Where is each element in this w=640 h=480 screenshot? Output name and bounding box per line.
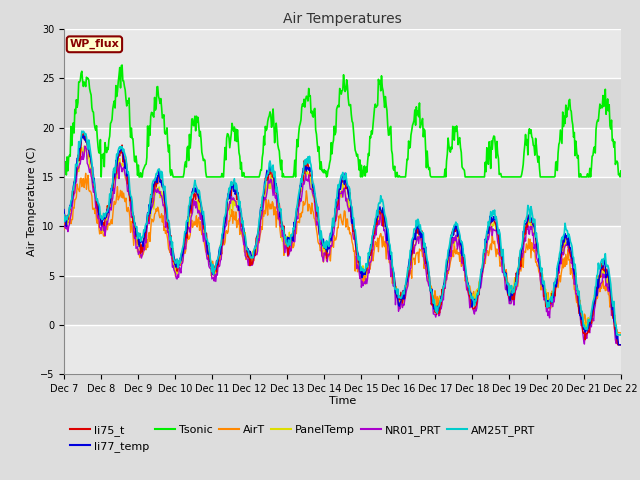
li75_t [70, 179, 78, 185]
Bar [64, 78, 621, 128]
Title: Air Temperatures: Air Temperatures [283, 12, 402, 26]
li75_t [411, 231, 419, 237]
PanelTemp [411, 242, 419, 248]
Line: li75_t: li75_t [64, 134, 621, 345]
Tsonic [428, 174, 436, 180]
Tsonic [215, 174, 223, 180]
AM25T_PRT [185, 203, 193, 209]
AM25T_PRT [78, 128, 86, 134]
Tsonic [129, 136, 137, 142]
li75_t [60, 209, 68, 215]
AirT [70, 205, 78, 211]
li77_temp [428, 290, 435, 296]
X-axis label: Time: Time [329, 396, 356, 406]
PanelTemp [617, 332, 625, 338]
li75_t [185, 214, 193, 220]
Line: PanelTemp: PanelTemp [64, 146, 621, 335]
li77_temp [614, 342, 622, 348]
Line: Tsonic: Tsonic [64, 65, 621, 177]
PanelTemp [70, 185, 78, 191]
NR01_PRT [185, 224, 193, 230]
li77_temp [617, 342, 625, 348]
NR01_PRT [614, 342, 622, 348]
Tsonic [412, 122, 419, 128]
PanelTemp [214, 262, 222, 267]
AM25T_PRT [214, 254, 222, 260]
AM25T_PRT [60, 212, 68, 217]
AM25T_PRT [617, 332, 625, 338]
Tsonic [60, 156, 68, 162]
NR01_PRT [214, 263, 222, 268]
AM25T_PRT [614, 332, 622, 338]
Line: AM25T_PRT: AM25T_PRT [64, 131, 621, 335]
AirT [214, 255, 222, 261]
li75_t [614, 342, 621, 348]
PanelTemp [60, 209, 68, 215]
Tsonic [70, 130, 78, 136]
Line: NR01_PRT: NR01_PRT [64, 146, 621, 345]
Line: AirT: AirT [64, 173, 621, 333]
Bar [64, 276, 621, 325]
AirT [60, 227, 68, 232]
AirT [185, 237, 193, 242]
li77_temp [214, 257, 222, 263]
li77_temp [411, 230, 419, 236]
li75_t [428, 286, 435, 292]
Text: WP_flux: WP_flux [70, 39, 119, 49]
Y-axis label: Air Temperature (C): Air Temperature (C) [27, 147, 37, 256]
Tsonic [617, 168, 625, 174]
li77_temp [80, 132, 88, 138]
AM25T_PRT [128, 199, 136, 204]
li75_t [128, 205, 136, 211]
li75_t [617, 342, 625, 348]
AirT [128, 224, 136, 230]
PanelTemp [80, 143, 88, 149]
li77_temp [60, 207, 68, 213]
AirT [411, 262, 419, 267]
AirT [428, 283, 435, 289]
AirT [82, 170, 90, 176]
Tsonic [186, 132, 193, 137]
li75_t [214, 262, 222, 268]
PanelTemp [428, 294, 435, 300]
NR01_PRT [617, 342, 625, 348]
AM25T_PRT [70, 182, 78, 188]
NR01_PRT [60, 224, 68, 230]
NR01_PRT [411, 242, 419, 248]
NR01_PRT [81, 144, 89, 149]
NR01_PRT [70, 191, 78, 197]
Bar [64, 128, 621, 177]
AM25T_PRT [428, 287, 435, 292]
PanelTemp [185, 222, 193, 228]
Bar [64, 325, 621, 374]
NR01_PRT [428, 301, 435, 307]
PanelTemp [128, 213, 136, 218]
NR01_PRT [128, 211, 136, 217]
Line: li77_temp: li77_temp [64, 135, 621, 345]
Bar [64, 177, 621, 226]
Tsonic [97, 174, 105, 180]
PanelTemp [613, 332, 621, 338]
AirT [617, 330, 625, 336]
li75_t [79, 131, 87, 137]
Legend: li75_t, li77_temp, Tsonic, AirT, PanelTemp, NR01_PRT, AM25T_PRT: li75_t, li77_temp, Tsonic, AirT, PanelTe… [70, 425, 536, 452]
Bar [64, 29, 621, 78]
li77_temp [185, 213, 193, 219]
li77_temp [128, 207, 136, 213]
li77_temp [70, 179, 78, 185]
Bar [64, 226, 621, 276]
AM25T_PRT [411, 227, 419, 232]
Tsonic [118, 62, 126, 68]
